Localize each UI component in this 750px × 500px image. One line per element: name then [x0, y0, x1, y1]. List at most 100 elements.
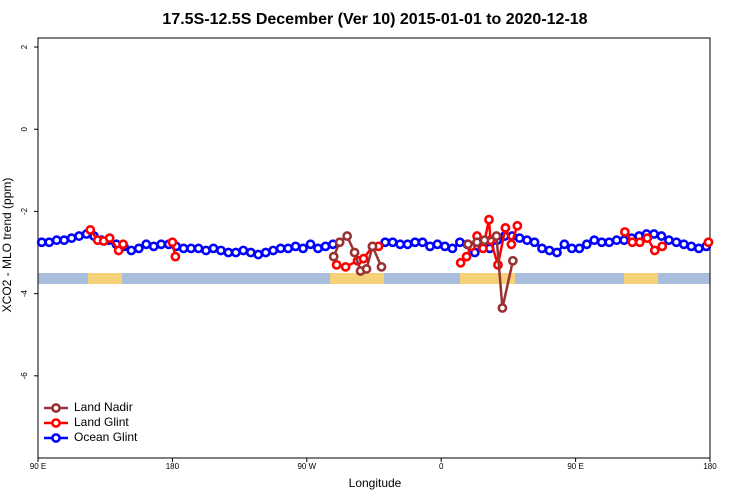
data-point [66, 233, 77, 244]
data-point [642, 233, 653, 244]
y-tick-label: -4 [20, 290, 29, 298]
data-point [298, 243, 308, 254]
x-tick-label: 90 E [30, 462, 46, 471]
y-tick-label: 2 [20, 44, 29, 49]
data-point [657, 241, 668, 252]
chart-title: 17.5S-12.5S December (Ver 10) 2015-01-01… [162, 11, 587, 28]
data-point [693, 243, 704, 254]
data-point [417, 237, 428, 248]
data-point [104, 233, 115, 244]
data-point [484, 214, 494, 225]
land-band [460, 273, 515, 284]
data-point [320, 241, 331, 252]
data-point [506, 239, 517, 250]
y-axis-label: XCO2 - MLO trend (ppm) [0, 178, 14, 313]
data-point [522, 235, 532, 246]
data-point [133, 243, 144, 254]
data-point [305, 239, 316, 250]
legend-marker [51, 433, 61, 443]
data-point [313, 243, 323, 254]
data-point [230, 247, 241, 258]
data-point [36, 237, 47, 248]
data-point [118, 239, 129, 250]
data-point [253, 249, 264, 260]
y-tick-label: -2 [20, 207, 29, 215]
data-point [491, 231, 502, 241]
data-point [141, 239, 152, 250]
data-point [402, 239, 413, 250]
data-point [559, 239, 570, 250]
data-point [193, 243, 204, 254]
data-point [74, 231, 84, 241]
data-point [216, 245, 226, 256]
data-point [671, 237, 682, 248]
data-point [201, 245, 211, 256]
data-point [686, 241, 697, 252]
data-point [649, 245, 660, 256]
data-point [678, 239, 689, 250]
land-band [330, 273, 384, 284]
data-point [634, 237, 645, 248]
data-point [358, 253, 369, 264]
data-point [537, 243, 547, 254]
legend-label: Land Nadir [74, 400, 133, 414]
data-point [455, 257, 466, 268]
data-point [589, 235, 600, 246]
data-point [186, 243, 196, 254]
data-point [410, 237, 420, 248]
data-point [514, 233, 525, 244]
x-tick-label: 180 [166, 462, 180, 471]
data-point [627, 237, 638, 248]
data-point [472, 237, 482, 248]
series [36, 229, 712, 260]
data-point [283, 243, 294, 254]
x-tick-label: 90 W [297, 462, 316, 471]
data-point [340, 262, 351, 272]
data-point [51, 235, 62, 246]
data-point [361, 264, 372, 274]
data-point [148, 241, 159, 252]
data-point [478, 243, 488, 254]
series [328, 231, 518, 313]
data-point [245, 247, 256, 258]
data-point [260, 247, 271, 258]
data-point [167, 237, 178, 248]
data-point [619, 227, 630, 237]
data-point [461, 251, 472, 262]
data-point [566, 243, 577, 254]
x-tick-label: 180 [703, 462, 717, 471]
data-point [440, 241, 450, 252]
data-point [529, 237, 540, 248]
x-tick-label: 90 E [567, 462, 583, 471]
data-point [512, 220, 523, 231]
y-tick-label: -6 [20, 372, 29, 380]
y-tick-label: 0 [20, 126, 29, 131]
surface-mask [38, 273, 710, 284]
data-point [387, 237, 398, 248]
data-point [507, 255, 518, 266]
land-band [624, 273, 658, 284]
legend-marker [51, 418, 61, 428]
data-point [703, 237, 714, 248]
x-tick-label: 0 [439, 462, 444, 471]
legend-marker [51, 403, 61, 413]
data-point [454, 237, 465, 248]
data-point [664, 235, 674, 246]
data-point [334, 237, 345, 248]
data-point [544, 245, 555, 256]
data-point [331, 259, 342, 270]
data-point [574, 243, 585, 254]
data-point [156, 239, 167, 250]
data-point [611, 235, 622, 246]
data-point [596, 237, 607, 248]
data-point [376, 262, 387, 272]
legend-label: Ocean Glint [74, 430, 138, 444]
data-point [268, 245, 279, 256]
data-point [395, 239, 406, 250]
data-point [497, 303, 508, 313]
data-point [290, 241, 301, 252]
data-point [656, 231, 667, 241]
data-point [85, 225, 96, 235]
